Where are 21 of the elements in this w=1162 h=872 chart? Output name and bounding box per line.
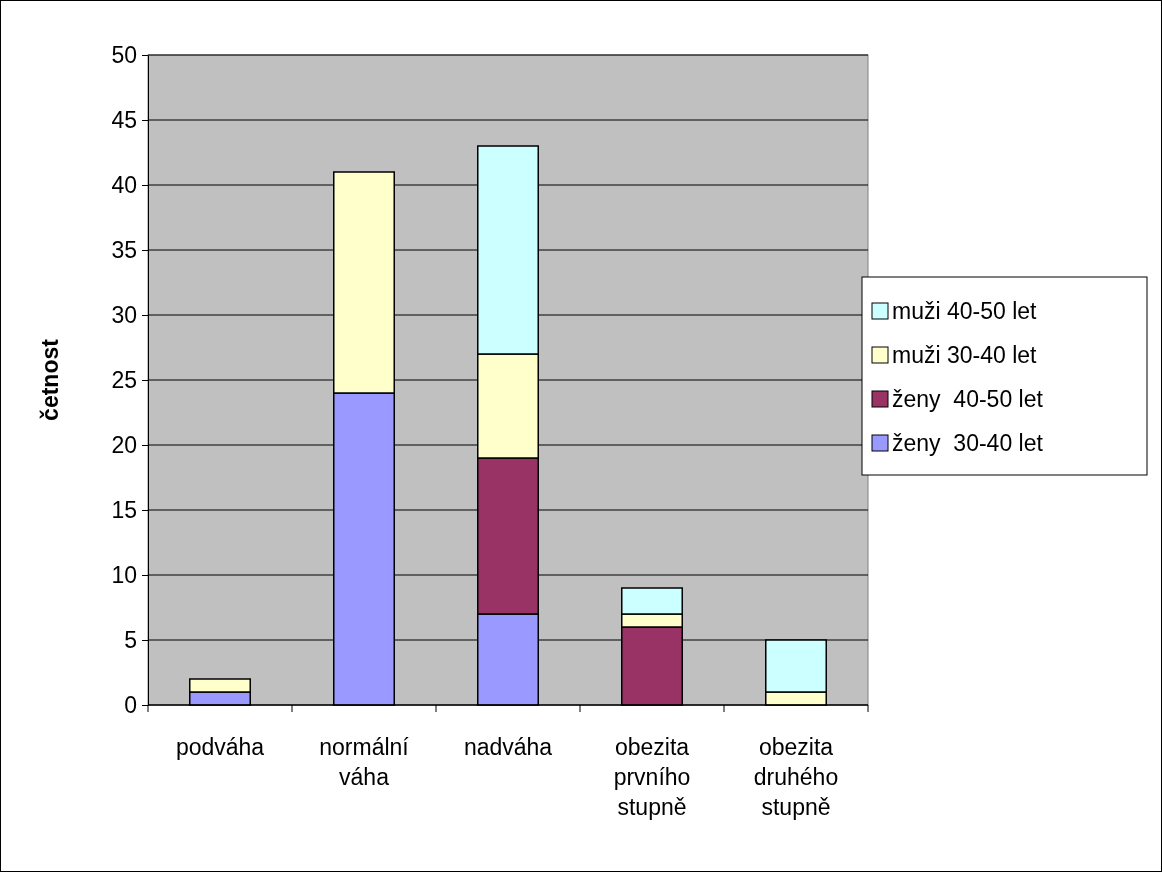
y-tick-label: 40 <box>111 171 137 198</box>
x-tick-label: podváha <box>175 734 265 760</box>
x-tick-label: obezita prvního stupně <box>613 734 691 820</box>
y-tick-label: 0 <box>124 691 137 718</box>
legend-label: muži 40-50 let <box>892 298 1038 324</box>
y-tick-label: 5 <box>124 626 137 653</box>
y-tick-label: 25 <box>111 366 137 393</box>
y-tick-label: 35 <box>111 236 137 263</box>
x-tick-label: nadváha <box>463 734 553 760</box>
y-axis-title: četnost <box>37 338 63 421</box>
y-tick-label: 30 <box>111 301 137 328</box>
legend-label: muži 30-40 let <box>892 342 1038 368</box>
y-tick-label: 20 <box>111 431 137 458</box>
x-tick-label: normální váha <box>319 734 410 790</box>
y-tick-label: 10 <box>111 561 137 588</box>
y-tick-label: 45 <box>111 106 137 133</box>
y-tick-label: 50 <box>111 41 137 68</box>
legend-label: ženy 40-50 let <box>892 386 1044 412</box>
y-tick-label: 15 <box>111 496 137 523</box>
x-tick-label: obezita druhého stupně <box>753 734 839 820</box>
legend-label: ženy 30-40 let <box>892 430 1044 456</box>
